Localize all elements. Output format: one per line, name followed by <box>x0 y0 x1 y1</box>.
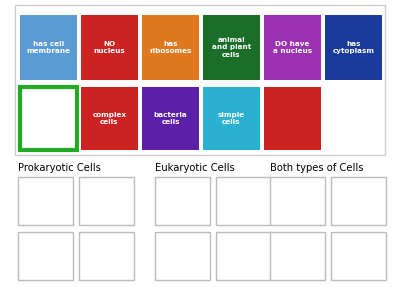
Bar <box>81 15 138 80</box>
Bar <box>331 177 386 225</box>
Text: DO have
a nucleus: DO have a nucleus <box>273 41 312 54</box>
Bar <box>216 177 271 225</box>
Bar <box>20 87 77 150</box>
Bar <box>331 232 386 280</box>
Bar <box>18 232 73 280</box>
Bar <box>15 5 385 155</box>
Bar <box>155 177 210 225</box>
Bar <box>81 87 138 150</box>
Bar <box>264 15 321 80</box>
Text: has
cytoplasm: has cytoplasm <box>332 41 374 54</box>
Bar <box>216 232 271 280</box>
Text: has cell
membrane: has cell membrane <box>26 41 70 54</box>
Bar <box>79 177 134 225</box>
Text: bacteria
cells: bacteria cells <box>154 112 187 125</box>
Text: Both types of Cells: Both types of Cells <box>270 163 364 173</box>
Bar <box>203 15 260 80</box>
Text: Prokaryotic Cells: Prokaryotic Cells <box>18 163 101 173</box>
Text: Eukaryotic Cells: Eukaryotic Cells <box>155 163 235 173</box>
Bar <box>203 87 260 150</box>
Bar <box>270 232 325 280</box>
Text: has
ribosomes: has ribosomes <box>149 41 192 54</box>
Bar <box>20 15 77 80</box>
Bar <box>270 177 325 225</box>
Text: NO
nucleus: NO nucleus <box>94 41 125 54</box>
Bar <box>155 232 210 280</box>
Bar <box>142 15 199 80</box>
Text: animal
and plant
cells: animal and plant cells <box>212 37 251 58</box>
Bar <box>325 15 382 80</box>
Text: simple
cells: simple cells <box>218 112 245 125</box>
Bar <box>18 177 73 225</box>
Bar <box>142 87 199 150</box>
Bar <box>79 232 134 280</box>
Text: complex
cells: complex cells <box>92 112 126 125</box>
Bar <box>264 87 321 150</box>
